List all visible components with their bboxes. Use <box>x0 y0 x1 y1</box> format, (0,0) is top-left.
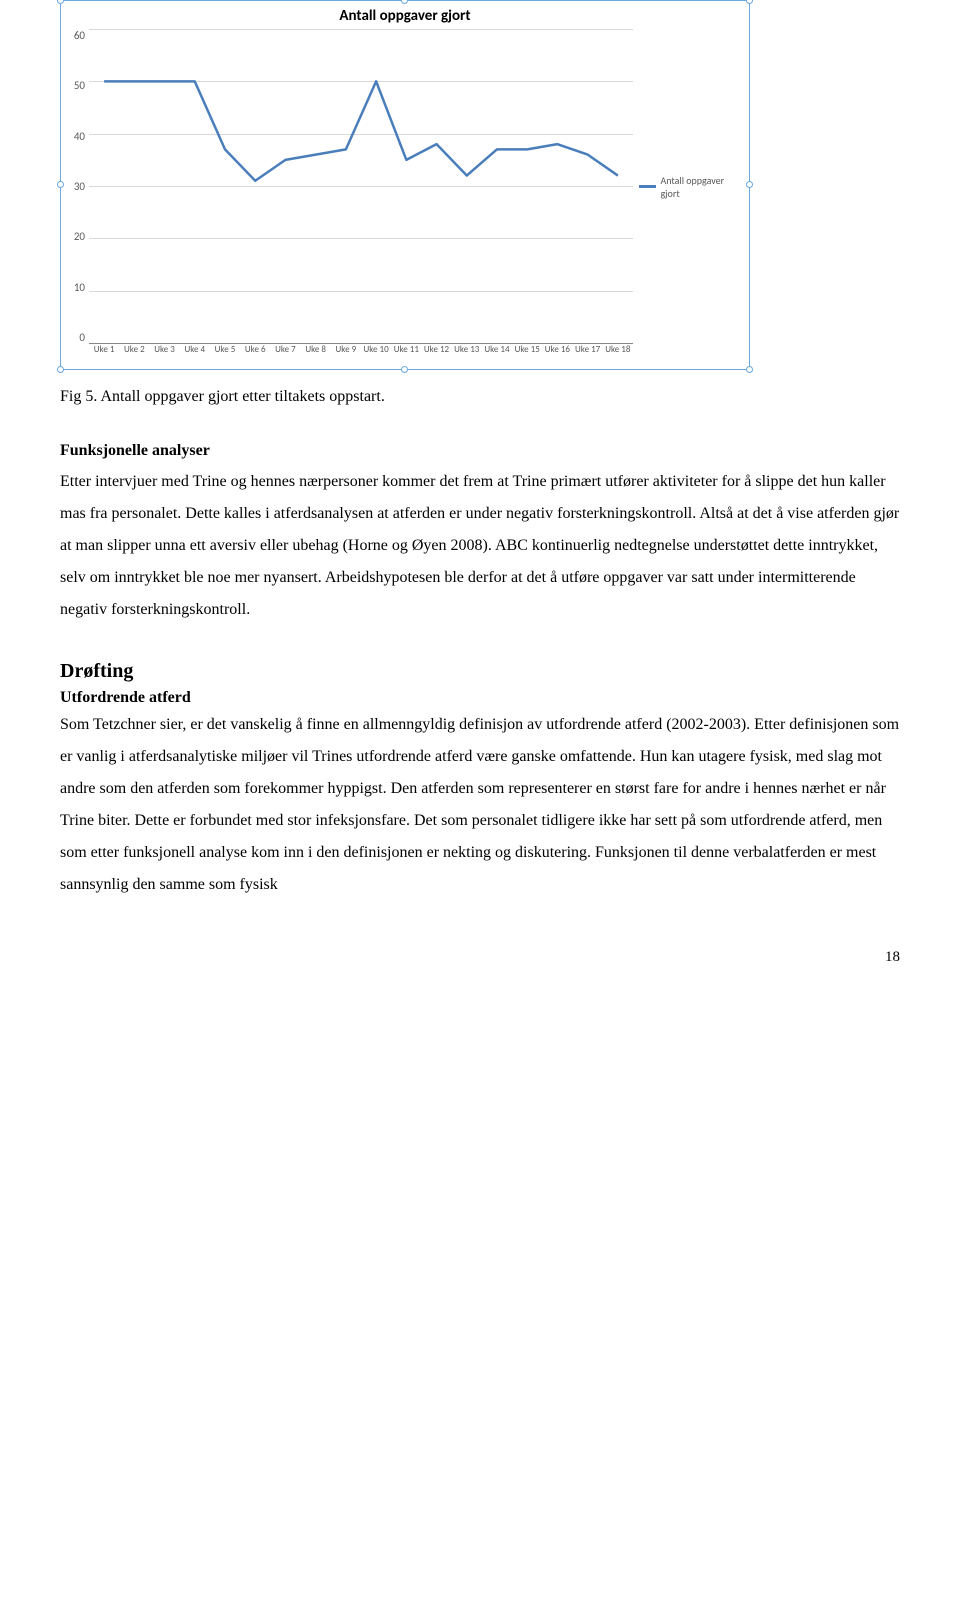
x-tick: Uke 14 <box>482 344 512 355</box>
selection-handle-icon <box>57 181 64 188</box>
chart-container: Antall oppgaver gjort 60 50 40 30 20 10 … <box>60 0 750 370</box>
selection-handle-icon <box>746 0 753 4</box>
section-body-analyses: Etter intervjuer med Trine og hennes nær… <box>60 466 900 626</box>
legend-swatch-icon <box>639 185 656 188</box>
x-tick: Uke 18 <box>603 344 633 355</box>
x-tick: Uke 11 <box>391 344 421 355</box>
x-tick: Uke 10 <box>361 344 391 355</box>
y-tick: 60 <box>67 29 85 42</box>
x-tick: Uke 6 <box>240 344 270 355</box>
plot-area <box>89 29 633 344</box>
selection-handle-icon <box>57 0 64 4</box>
x-tick: Uke 7 <box>270 344 300 355</box>
y-tick: 20 <box>67 230 85 243</box>
line-series <box>89 29 633 343</box>
y-tick: 30 <box>67 180 85 193</box>
selection-handle-icon <box>401 366 408 373</box>
x-tick: Uke 15 <box>512 344 542 355</box>
selection-handle-icon <box>746 181 753 188</box>
y-axis: 60 50 40 30 20 10 0 <box>67 29 89 344</box>
chart-title: Antall oppgaver gjort <box>67 7 743 25</box>
section-heading-behavior: Utfordrende atferd <box>60 689 900 707</box>
y-tick: 50 <box>67 79 85 92</box>
legend-label: Antall oppgaver gjort <box>660 174 743 200</box>
x-tick: Uke 13 <box>452 344 482 355</box>
x-tick: Uke 3 <box>149 344 179 355</box>
x-tick: Uke 2 <box>119 344 149 355</box>
x-tick: Uke 4 <box>180 344 210 355</box>
chart-body: 60 50 40 30 20 10 0 Antall oppgaver gjor… <box>67 29 743 344</box>
chart-legend: Antall oppgaver gjort <box>633 29 743 344</box>
section-body-behavior: Som Tetzchner sier, er det vanskelig å f… <box>60 709 900 901</box>
page-number: 18 <box>60 949 900 966</box>
x-tick: Uke 9 <box>331 344 361 355</box>
section-heading-analyses: Funksjonelle analyser <box>60 442 900 460</box>
x-axis: Uke 1Uke 2Uke 3Uke 4Uke 5Uke 6Uke 7Uke 8… <box>89 344 633 355</box>
selection-handle-icon <box>57 366 64 373</box>
selection-handle-icon <box>401 0 408 4</box>
figure-caption: Fig 5. Antall oppgaver gjort etter tilta… <box>60 388 900 406</box>
x-tick: Uke 5 <box>210 344 240 355</box>
discussion-heading: Drøfting <box>60 660 900 683</box>
y-tick: 40 <box>67 130 85 143</box>
y-tick: 10 <box>67 281 85 294</box>
y-tick: 0 <box>67 331 85 344</box>
x-tick: Uke 1 <box>89 344 119 355</box>
x-tick: Uke 12 <box>421 344 451 355</box>
selection-handle-icon <box>746 366 753 373</box>
x-tick: Uke 17 <box>573 344 603 355</box>
x-tick: Uke 16 <box>542 344 572 355</box>
x-tick: Uke 8 <box>301 344 331 355</box>
